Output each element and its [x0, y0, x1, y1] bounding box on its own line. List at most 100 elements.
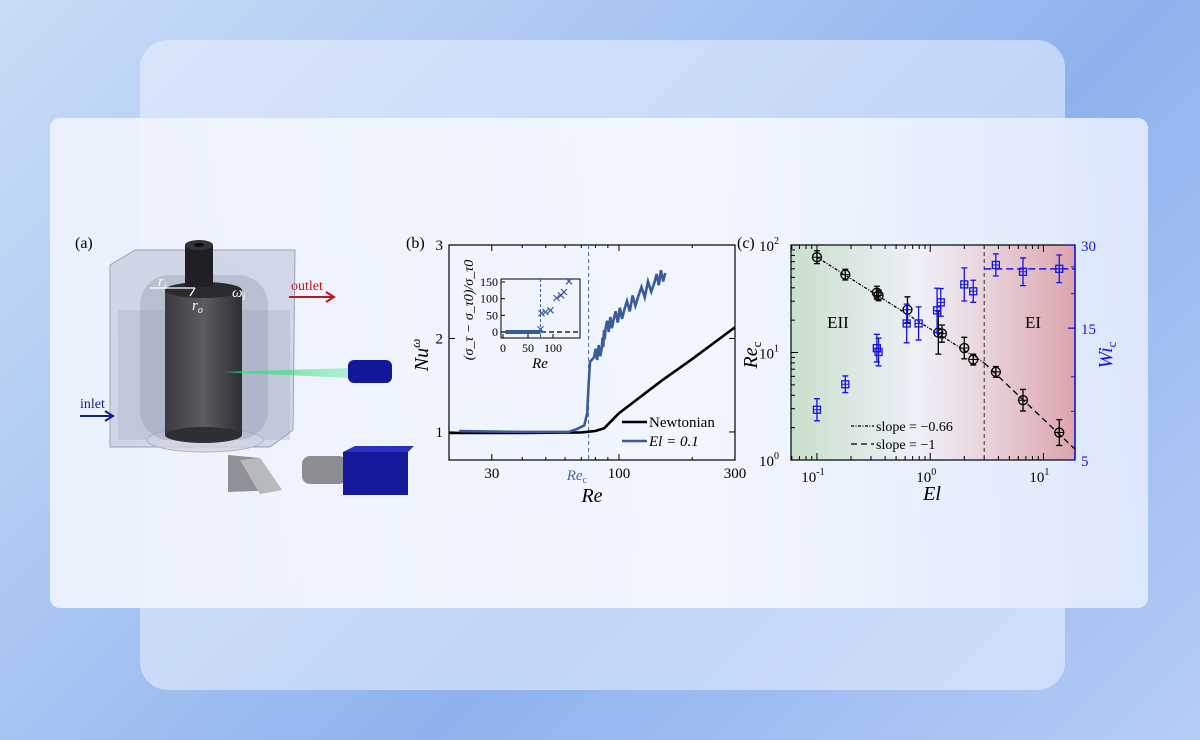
prism-face — [240, 458, 282, 494]
shaft-hole — [194, 243, 204, 247]
marker-plus — [991, 260, 1000, 269]
c-ytick-label: 102 — [759, 236, 779, 255]
rec-marker — [811, 252, 823, 263]
inset-ytick-label: 100 — [480, 292, 498, 306]
panel-b-label: (b) — [406, 235, 425, 252]
b-plot-frame — [448, 244, 736, 461]
c-y2label: Wic — [1095, 341, 1119, 368]
b-ylabel: Nuω — [408, 339, 433, 373]
c-region-background — [791, 245, 1075, 460]
rec-marker — [902, 304, 913, 315]
inset-ytick-label: 50 — [486, 308, 498, 322]
c-y2tick-label: 5 — [1081, 454, 1089, 470]
c-y2tick-label: 15 — [1081, 322, 1096, 338]
ro-arrow — [189, 287, 196, 297]
legend-el: El = 0.1 — [648, 434, 699, 450]
marker-plus — [936, 298, 945, 307]
rec-marker — [1017, 395, 1029, 406]
laser-device — [348, 360, 392, 383]
inner-cylinder — [165, 290, 242, 435]
c-y2tick-label: 30 — [1081, 239, 1096, 255]
c-xtick-label: 101 — [1029, 467, 1049, 486]
inlet-arrowhead — [104, 410, 115, 422]
b-ytick-label: 3 — [436, 238, 444, 254]
b-ytick-label: 1 — [436, 425, 444, 441]
inset-cross-marker — [553, 294, 560, 302]
cylinder-bottom — [165, 427, 242, 443]
c-ylabel: Rec — [740, 341, 764, 369]
rec-marker — [990, 366, 1001, 378]
c-ytick-label: 100 — [759, 451, 779, 470]
inset-ytick-label: 0 — [492, 325, 498, 339]
marker-plus — [812, 405, 821, 414]
inset-ytick-label: 150 — [480, 275, 498, 289]
inset-xtick-label: 0 — [500, 341, 506, 355]
camera-body — [343, 452, 408, 495]
marker-plus — [841, 270, 850, 279]
marker-plus — [874, 347, 883, 356]
legend-newtonian: Newtonian — [649, 415, 715, 431]
rec-marker — [968, 354, 979, 365]
region-label-ei: EI — [1025, 313, 1041, 332]
cylinder-top — [165, 282, 242, 298]
b-legend: Newtonian El = 0.1 — [622, 415, 715, 450]
marker-plus — [1055, 428, 1064, 437]
marker-plus — [841, 380, 850, 389]
marker-plus — [914, 319, 923, 328]
inset-xtick-label: 100 — [544, 341, 562, 355]
inset-ylabel: (σ_τ − σ_τ0)/σ_τ0 — [462, 260, 477, 360]
ro-label: ro — [192, 298, 203, 316]
ri-label: ri — [158, 274, 167, 292]
shaft — [185, 245, 213, 287]
panel-c-label: (c) — [737, 235, 755, 252]
inset-cross-marker — [542, 308, 549, 316]
rec-marker — [871, 287, 882, 298]
inset-xlabel: Re — [531, 356, 548, 372]
panel-c-chart: (c) El Rec Wic EII EI slope = −0.66 slop… — [737, 235, 1119, 505]
c-xtick-label: 10-1 — [801, 467, 824, 486]
marker-plus — [1019, 267, 1027, 276]
c-ytick-label: 101 — [759, 344, 779, 363]
marker-plus — [937, 329, 946, 338]
inset-cross-marker — [538, 309, 545, 317]
rec-marker — [873, 290, 884, 301]
marker-plus — [960, 280, 969, 289]
marker-plus — [1055, 264, 1064, 273]
camera-lens — [302, 456, 347, 484]
c-legend: slope = −0.66 slope = −1 — [851, 420, 953, 453]
marker-plus — [933, 306, 942, 315]
camera-top — [343, 446, 414, 452]
c-xtick-label: 100 — [916, 467, 936, 486]
outlet-label: outlet — [291, 279, 323, 294]
panel-a-label: (a) — [75, 235, 93, 252]
b-xtick-label: 300 — [724, 466, 747, 482]
panel-b-chart: (b) Re Nuω Rec (σ_τ − σ_τ0)/σ_τ0 Re Newt… — [406, 235, 746, 507]
legend-slope066: slope = −0.66 — [876, 420, 953, 435]
b-xlabel: Re — [580, 485, 602, 507]
inset-cross-marker — [560, 288, 568, 296]
inlet-label: inlet — [80, 397, 105, 412]
b-ytick-label: 2 — [436, 331, 444, 347]
inset-cross-marker — [565, 277, 573, 285]
laser-sheet — [222, 368, 350, 378]
region-label-eii: EII — [827, 313, 849, 332]
marker-plus — [903, 305, 912, 314]
marker-plus — [902, 319, 911, 328]
marker-plus — [874, 291, 883, 300]
legend-slope1: slope = −1 — [876, 438, 935, 453]
b-rec-label: Rec — [566, 468, 588, 486]
marker-plus — [1019, 396, 1027, 405]
inset-cross-marker — [547, 306, 554, 314]
marker-plus — [960, 344, 969, 353]
rec-marker — [959, 342, 970, 354]
rec-marker — [840, 269, 851, 280]
outlet-arrowhead — [325, 291, 336, 303]
inset-cross-marker — [537, 325, 544, 333]
marker-plus — [991, 367, 1000, 376]
marker-plus — [812, 253, 821, 262]
rec-marker — [1054, 427, 1065, 438]
c-xlabel: El — [922, 483, 941, 505]
marker-plus — [969, 355, 978, 364]
omega-label: ωi — [232, 285, 246, 303]
